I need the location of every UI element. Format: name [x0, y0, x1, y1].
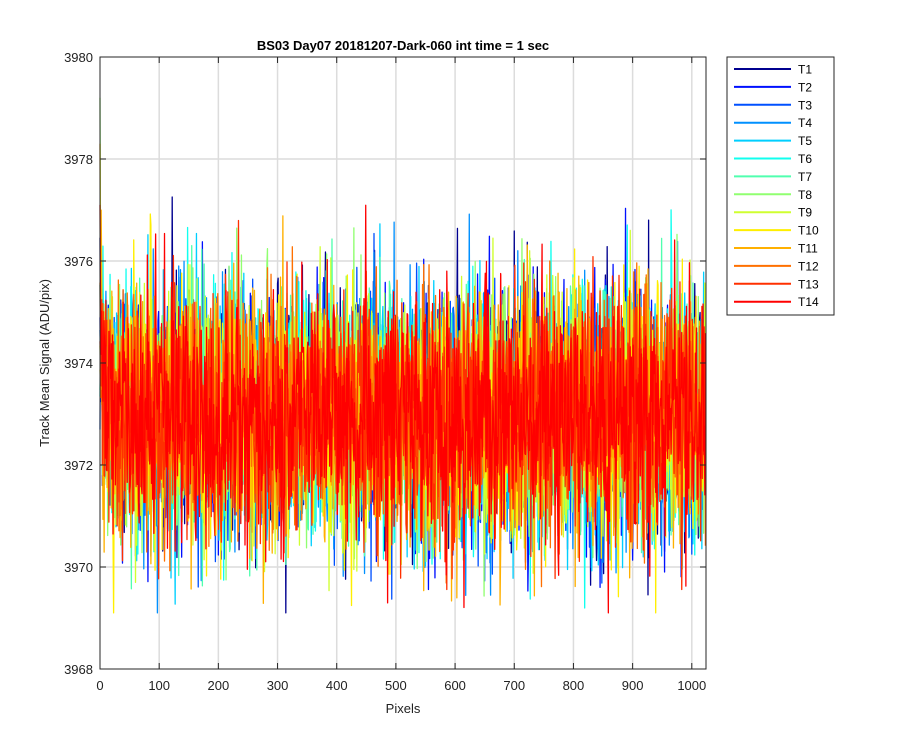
- series-line-t14: [99, 204, 707, 614]
- x-tick-label: 300: [267, 678, 289, 693]
- x-tick-label: 500: [385, 678, 407, 693]
- x-tick-label: 600: [444, 678, 466, 693]
- legend-item: T10: [734, 224, 819, 238]
- legend-item: T11: [734, 242, 818, 256]
- legend-item: T8: [734, 188, 812, 202]
- legend-label: T11: [798, 242, 818, 256]
- x-tick-label: 800: [563, 678, 585, 693]
- legend-label: T5: [798, 134, 812, 148]
- x-tick-label: 700: [503, 678, 525, 693]
- x-axis-label: Pixels: [386, 701, 421, 716]
- y-tick-label: 3970: [64, 560, 93, 575]
- legend-item: T6: [734, 152, 812, 166]
- legend-label: T7: [798, 170, 812, 184]
- legend-label: T10: [798, 224, 819, 238]
- legend-label: T4: [798, 116, 812, 130]
- legend-item: T13: [734, 277, 819, 291]
- x-tick-label: 400: [326, 678, 348, 693]
- x-tick-label: 100: [148, 678, 170, 693]
- x-ticks: 0 100 200 300 400 500 600 700 800 900 1000: [96, 57, 706, 693]
- legend-label: T3: [798, 98, 812, 112]
- chart-title: BS03 Day07 20181207-Dark-060 int time = …: [257, 38, 549, 53]
- legend: T1 T2 T3 T4 T5 T6 T7 T8 T9 T10 T11 T12 T13 T14: [726, 56, 835, 316]
- legend-item: T14: [734, 295, 819, 309]
- legend-item: T2: [734, 80, 812, 94]
- y-tick-label: 3980: [64, 50, 93, 65]
- y-tick-label: 3968: [64, 662, 93, 677]
- legend-item: T4: [734, 116, 812, 130]
- legend-label: T9: [798, 206, 812, 220]
- legend-label: T12: [798, 259, 819, 273]
- x-tick-label: 0: [96, 678, 103, 693]
- legend-item: T12: [734, 259, 819, 273]
- legend-label: T13: [798, 277, 819, 291]
- legend-item: T3: [734, 98, 812, 112]
- x-tick-label: 900: [622, 678, 644, 693]
- legend-item: T7: [734, 170, 812, 184]
- legend-item: T1: [734, 63, 812, 77]
- legend-label: T8: [798, 188, 812, 202]
- y-tick-label: 3978: [64, 152, 93, 167]
- y-tick-label: 3974: [64, 356, 93, 371]
- y-axis-label: Track Mean Signal (ADU/pix): [37, 279, 52, 447]
- x-tick-label: 200: [208, 678, 230, 693]
- x-tick-label: 1000: [677, 678, 706, 693]
- legend-item: T9: [734, 206, 812, 220]
- legend-box: [726, 56, 835, 316]
- legend-item: T5: [734, 134, 812, 148]
- y-tick-label: 3976: [64, 254, 93, 269]
- y-tick-label: 3972: [64, 458, 93, 473]
- series-group: [99, 97, 707, 614]
- legend-label: T14: [798, 295, 819, 309]
- legend-label: T2: [798, 80, 812, 94]
- y-ticks: 3968 3970 3972 3974 3976 3978 3980: [64, 50, 706, 677]
- legend-label: T1: [798, 63, 812, 77]
- legend-label: T6: [798, 152, 812, 166]
